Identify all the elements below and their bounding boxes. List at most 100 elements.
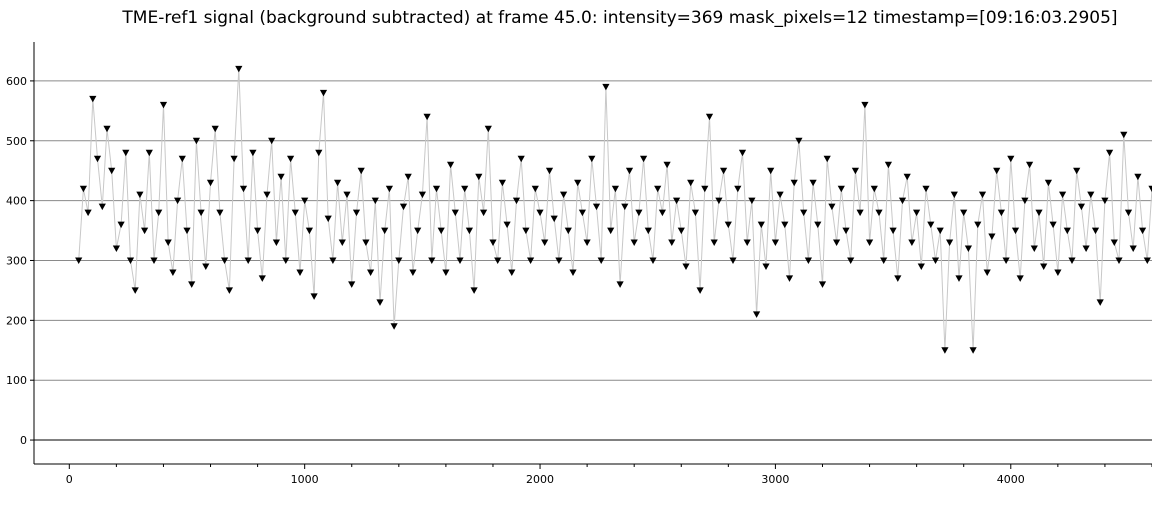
data-point-marker	[79, 185, 87, 193]
data-point-marker	[178, 155, 186, 163]
data-point-marker	[1030, 245, 1038, 252]
data-point-marker	[404, 173, 412, 181]
data-point-marker	[842, 227, 850, 235]
data-point-marker	[399, 203, 408, 211]
data-point-marker	[305, 227, 313, 235]
y-tick-label: 600	[6, 75, 27, 88]
data-point-marker	[117, 221, 125, 229]
data-point-marker	[997, 209, 1005, 217]
data-point-marker	[1091, 227, 1100, 235]
data-point-marker	[767, 167, 775, 175]
data-point-marker	[1106, 149, 1114, 157]
data-point-marker	[221, 257, 229, 264]
data-point-marker	[748, 197, 756, 205]
data-point-marker	[691, 209, 699, 217]
data-point-marker	[465, 227, 473, 235]
data-point-marker	[310, 293, 318, 300]
data-point-marker	[1073, 167, 1081, 175]
data-point-marker	[635, 209, 643, 217]
y-tick-label: 200	[6, 314, 27, 327]
data-point-marker	[785, 275, 794, 282]
data-point-marker	[451, 209, 459, 217]
data-point-marker	[282, 257, 290, 264]
data-point-marker	[301, 197, 309, 205]
data-point-marker	[988, 233, 996, 240]
data-point-marker	[315, 149, 323, 157]
data-point-marker	[898, 197, 907, 205]
data-point-marker	[729, 257, 737, 264]
data-point-marker	[348, 281, 356, 288]
data-point-marker	[112, 245, 120, 252]
data-point-marker	[800, 209, 808, 217]
data-point-marker	[338, 239, 346, 246]
data-point-marker	[964, 245, 972, 252]
data-point-marker	[560, 191, 568, 199]
data-point-marker	[428, 257, 436, 264]
data-point-marker	[150, 257, 158, 264]
data-point-marker	[687, 179, 695, 187]
data-point-marker	[616, 281, 624, 288]
data-point-marker	[550, 215, 558, 223]
data-point-marker	[202, 263, 210, 270]
data-point-marker	[197, 209, 205, 217]
data-point-marker	[673, 197, 681, 205]
data-point-marker	[239, 185, 248, 193]
x-tick-label: 0	[66, 473, 73, 486]
data-point-marker	[809, 179, 817, 187]
data-point-marker	[126, 257, 135, 264]
data-point-marker	[131, 287, 139, 294]
y-tick-label: 400	[6, 195, 27, 208]
data-point-marker	[258, 275, 266, 282]
data-point-marker	[418, 191, 426, 199]
data-point-marker	[84, 209, 92, 217]
x-tick-label: 1000	[291, 473, 319, 486]
data-point-marker	[1115, 257, 1123, 264]
data-point-marker	[536, 209, 544, 217]
data-point-marker	[701, 185, 709, 193]
data-point-marker	[1082, 245, 1090, 252]
data-point-marker	[367, 269, 375, 276]
chart-title: TME-ref1 signal (background subtracted) …	[122, 8, 1118, 28]
data-point-marker	[498, 179, 506, 187]
data-point-marker	[324, 215, 332, 223]
data-point-marker	[503, 221, 511, 229]
y-tick-label: 0	[20, 434, 27, 447]
data-point-marker	[776, 191, 784, 199]
data-point-marker	[1054, 269, 1062, 276]
tick-labels: 0 100 200 300 400 500 600 0 1000 2000 3000 4000	[6, 75, 1025, 486]
data-point-marker	[894, 275, 902, 282]
data-point-marker	[743, 239, 751, 246]
data-point-marker	[164, 239, 172, 246]
data-point-marker	[414, 227, 422, 235]
data-point-marker	[390, 323, 398, 330]
data-point-marker	[682, 263, 690, 270]
data-point-marker	[155, 209, 163, 217]
data-point-marker	[724, 221, 732, 229]
data-point-marker	[1068, 257, 1076, 264]
series-polyline	[78, 68, 1152, 351]
data-point-marker	[668, 239, 676, 246]
data-point-marker	[607, 227, 615, 235]
x-tick-label: 2000	[526, 473, 554, 486]
data-point-marker	[93, 155, 102, 163]
data-point-marker	[362, 239, 370, 246]
data-point-marker	[814, 221, 822, 229]
data-point-marker	[710, 239, 718, 246]
data-point-marker	[395, 257, 403, 264]
data-point-marker	[1120, 131, 1128, 139]
data-point-marker	[866, 239, 874, 246]
data-point-marker	[409, 269, 417, 276]
data-point-marker	[230, 155, 238, 163]
data-point-marker	[983, 269, 991, 276]
data-point-marker	[658, 209, 666, 217]
data-point-marker	[268, 137, 276, 145]
data-point-marker	[753, 311, 761, 318]
data-point-marker	[517, 155, 525, 163]
data-point-marker	[522, 227, 530, 235]
data-point-marker	[908, 239, 916, 246]
data-point-marker	[277, 173, 285, 181]
data-point-marker	[442, 269, 450, 276]
data-point-marker	[225, 287, 233, 294]
data-point-marker	[818, 281, 827, 288]
data-point-marker	[955, 275, 963, 282]
